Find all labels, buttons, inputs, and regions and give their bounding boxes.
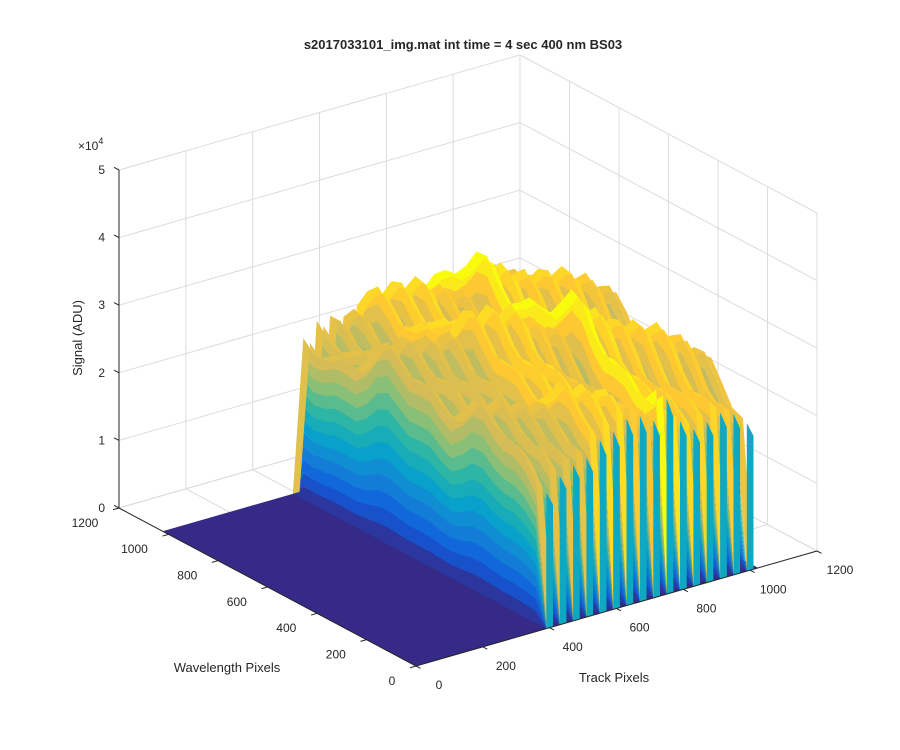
z-tick-label: 4 [98,231,105,245]
track-end [559,475,567,625]
z-tick-label: 0 [98,501,105,515]
x-tick-mark [415,665,421,669]
track-end [693,428,700,587]
track-band [292,486,547,629]
grid-line-side-z [519,122,818,282]
track-band [292,432,547,629]
track-crest [292,338,553,629]
y-tick-label: 0 [389,674,396,688]
x-tick-label: 400 [563,640,583,654]
z-exponent: ×104 [78,136,103,153]
track-band [439,268,694,587]
x-tick-mark [749,569,755,573]
track-end [599,439,607,614]
track-band [306,320,560,625]
z-tick-mark [113,302,120,306]
z-tick-mark [113,166,120,171]
z-tick-mark [113,234,120,239]
track-end [720,412,727,579]
track-band [292,338,547,629]
track-end [666,398,674,595]
track-ridge [292,338,553,629]
grid-line-side-z [519,54,818,214]
tick-labels: 0200400600800100012000200400600800100012… [72,163,854,692]
x-tick-label: 800 [696,602,716,616]
track-end [746,423,754,572]
track-end [573,464,580,621]
x-tick-mark [616,608,622,612]
y-tick-mark [261,586,268,590]
x-tick-label: 1000 [760,582,787,596]
track-band [319,315,574,621]
y-tick-mark [211,560,219,563]
track-band [292,392,547,629]
y-tick-mark [310,612,318,616]
x-tick-mark [482,646,488,650]
surface-plot [162,251,759,666]
track-end [639,415,647,602]
track-band [292,445,547,629]
chart-title: s2017033101_img.mat int time = 4 sec 400… [304,37,622,52]
y-tick-label: 400 [276,621,296,635]
x-tick-label: 1200 [827,563,854,577]
x-tick-mark [683,588,689,593]
track-end [613,431,620,610]
axis-lines [112,166,822,669]
track-band [439,287,694,587]
z-axis-label: Signal (ADU) [70,300,85,376]
track-band [292,365,547,629]
y-tick-mark [409,665,417,669]
y-axis-label: Wavelength Pixels [174,660,281,675]
y-tick-mark [162,533,169,537]
z-tick-mark [113,437,120,441]
track-band [292,459,547,629]
y-tick-mark [112,507,120,511]
x-tick-label: 600 [629,621,649,635]
y-tick-label: 1200 [72,516,99,530]
track-band [453,287,707,583]
track-end [680,420,687,591]
track-crest [439,268,700,587]
y-tick-label: 200 [326,648,346,662]
track-band [292,472,547,629]
grid-line-back-z [118,54,521,171]
track-band [292,418,547,629]
z-tick-mark [113,504,120,509]
grid-line-back-z [118,122,521,239]
track-end [653,419,660,598]
z-tick-mark [113,369,120,374]
track-end [586,457,594,618]
y-tick-label: 600 [227,595,247,609]
track-end [706,421,714,583]
z-tick-label: 5 [98,163,105,177]
x-tick-mark [549,627,555,631]
track-end [733,414,741,575]
y-tick-mark [360,639,367,642]
track-band [292,378,547,629]
z-tick-label: 3 [98,298,105,312]
y-tick-label: 1000 [121,542,148,556]
x-tick-label: 200 [496,659,516,673]
z-tick-label: 2 [98,366,105,380]
track-band [292,351,547,629]
z-tick-label: 1 [98,433,105,447]
track-band [292,405,547,629]
x-tick-label: 0 [436,678,443,692]
y-tick-label: 800 [177,569,197,583]
x-axis-label: Track Pixels [579,670,650,685]
track-crest [480,262,741,575]
x-tick-mark [816,550,822,554]
grid-line-side-z [519,189,818,349]
track-end [626,418,634,606]
track-end [546,492,553,629]
grid-line-back-z [118,189,521,306]
